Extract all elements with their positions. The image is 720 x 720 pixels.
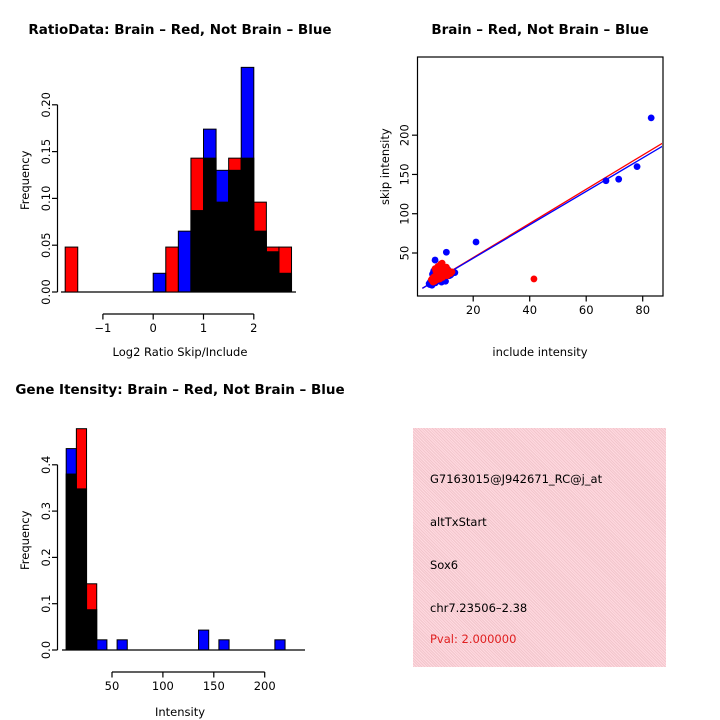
ratio-bar-not-brain <box>190 210 205 293</box>
ratio-bar-not-brain <box>240 66 255 293</box>
gene-bar-not-brain <box>198 629 210 651</box>
gene-series-not-brain <box>65 448 286 651</box>
ratio-xtick-label: 1 <box>200 321 207 335</box>
gene-xtick-label: 100 <box>152 679 174 693</box>
info-event-type: altTxStart <box>430 515 487 529</box>
gene-bar-not-brain <box>116 639 128 651</box>
scatter-point-not-brain <box>615 175 623 183</box>
gene-histogram-plot: 0.0 0.1 0.2 0.3 0.4 50 100 150 200 <box>39 428 305 693</box>
ratio-bar-brain <box>64 246 79 293</box>
gene-ytick-label: 0.1 <box>39 595 53 613</box>
ratio-series-not-brain <box>152 66 293 293</box>
ratio-ytick-label: 0.15 <box>39 139 53 165</box>
scatter-xtick-label: 40 <box>522 303 537 317</box>
gene-xtick-label: 200 <box>254 679 276 693</box>
ratio-ytick-label: 0.00 <box>39 279 53 305</box>
ratio-histogram-plot: 0.00 0.05 0.10 0.15 0.20 −1 0 1 2 <box>39 66 296 335</box>
scatter-point-not-brain <box>472 238 480 246</box>
ratio-bar-brain <box>165 246 179 293</box>
gene-bar-not-brain <box>65 448 77 651</box>
scatter-point-brain <box>427 276 435 284</box>
ratio-histogram-xlabel: Log2 Ratio Skip/Include <box>112 345 248 359</box>
ratio-xtick-label: −1 <box>94 321 111 335</box>
ratio-histogram-title: RatioData: Brain – Red, Not Brain – Blue <box>28 22 332 38</box>
scatter-title: Brain – Red, Not Brain – Blue <box>431 22 649 38</box>
gene-histogram-ylabel: Frequency <box>18 510 32 570</box>
info-pval: Pval: 2.000000 <box>430 632 517 646</box>
ratio-xtick-label: 2 <box>250 321 257 335</box>
ratio-bar-not-brain <box>177 230 192 293</box>
scatter-fit-blue-line <box>422 145 662 289</box>
scatter-point-not-brain <box>602 177 610 185</box>
scatter-ytick-label: 50 <box>398 246 412 261</box>
scatter-point-not-brain <box>431 256 439 264</box>
gene-xtick-label: 50 <box>105 679 120 693</box>
info-probe-id: G7163015@J942671_RC@j_at <box>430 472 603 486</box>
scatter-xtick-label: 80 <box>635 303 650 317</box>
ratio-ytick-label: 0.05 <box>39 232 53 258</box>
scatter-point-not-brain <box>633 163 641 170</box>
scatter-plot: 50 100 150 200 20 40 60 80 <box>398 56 664 317</box>
scatter-xtick-label: 20 <box>466 303 481 317</box>
info-locus: chr7.23506–2.38 <box>430 601 528 615</box>
scatter-ytick-label: 100 <box>398 203 412 225</box>
gene-bar-not-brain <box>86 609 98 651</box>
scatter-point-not-brain <box>647 114 655 122</box>
gene-histogram-xlabel: Intensity <box>154 705 206 719</box>
gene-ytick-label: 0.0 <box>39 641 53 659</box>
gene-bar-not-brain <box>96 639 108 651</box>
gene-bar-not-brain <box>218 639 230 651</box>
scatter-point-brain <box>530 275 538 283</box>
panel-ratio-histogram: RatioData: Brain – Red, Not Brain – Blue… <box>0 0 360 360</box>
gene-ytick-label: 0.2 <box>39 548 53 566</box>
scatter-point-not-brain <box>442 248 450 256</box>
gene-bar-not-brain <box>75 488 88 651</box>
ratio-bar-not-brain <box>253 230 267 293</box>
ratio-bar-not-brain <box>215 169 230 293</box>
ratio-bar-not-brain <box>265 251 280 293</box>
ratio-bar-not-brain <box>228 169 242 293</box>
scatter-plot-box <box>416 56 664 297</box>
gene-histogram-title: Gene Itensity: Brain – Red, Not Brain – … <box>15 382 345 398</box>
ratio-ytick-label: 0.10 <box>39 186 53 212</box>
ratio-bar-not-brain <box>203 128 217 293</box>
scatter-xtick-label: 60 <box>579 303 594 317</box>
ratio-bar-not-brain <box>152 272 167 293</box>
panel-intensity-scatter: Brain – Red, Not Brain – Blue include in… <box>360 0 720 360</box>
gene-ytick-label: 0.3 <box>39 502 53 520</box>
annotation-infobox <box>413 428 666 667</box>
scatter-ylabel: skip intensity <box>378 128 392 205</box>
ratio-bar-not-brain <box>278 272 293 293</box>
info-gene-symbol: Sox6 <box>430 558 459 572</box>
scatter-xlabel: include intensity <box>492 345 588 359</box>
scatter-ytick-label: 200 <box>398 124 412 146</box>
scatter-point-brain <box>447 270 454 277</box>
gene-ytick-label: 0.4 <box>39 456 53 474</box>
ratio-histogram-ylabel: Frequency <box>18 150 32 210</box>
scatter-point-brain <box>437 266 445 273</box>
panel-annotation-info: G7163015@J942671_RC@j_at altTxStart Sox6… <box>360 360 720 720</box>
ratio-ytick-label: 0.20 <box>39 92 53 118</box>
panel-gene-intensity-histogram: Gene Itensity: Brain – Red, Not Brain – … <box>0 360 360 720</box>
ratio-xtick-label: 0 <box>150 321 157 335</box>
gene-xtick-label: 150 <box>203 679 225 693</box>
gene-bar-not-brain <box>274 639 286 651</box>
scatter-ytick-label: 150 <box>398 163 412 185</box>
